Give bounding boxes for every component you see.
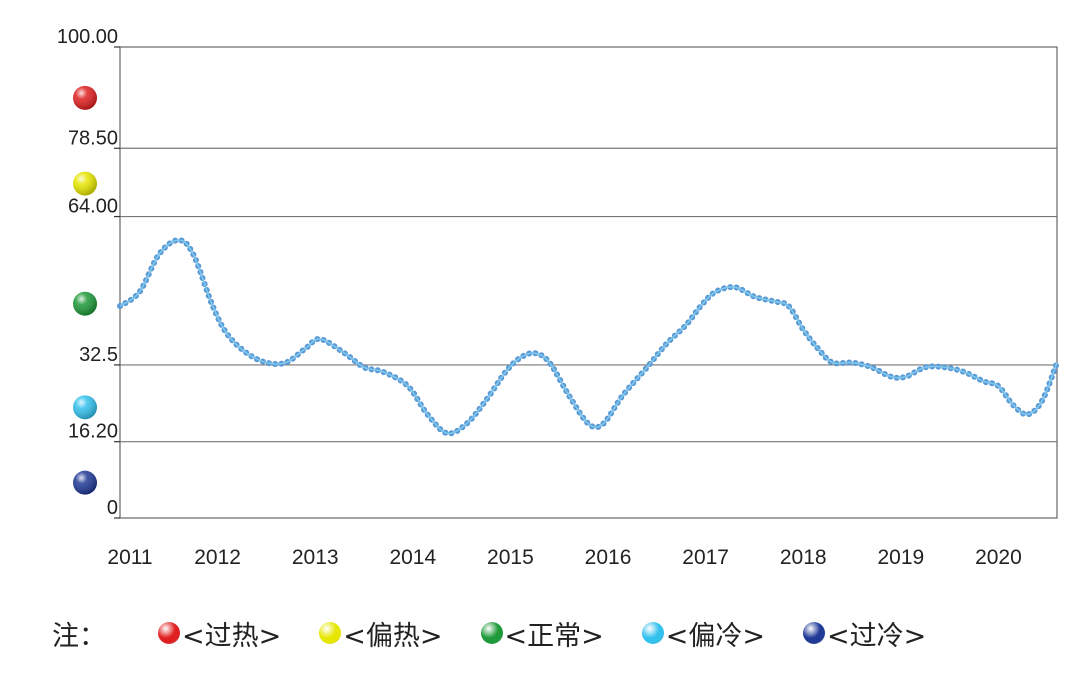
x-tick-label: 2014 [389,546,436,569]
series-group [117,237,1060,437]
y-tick-label: 16.20 [68,421,118,443]
legend-label: <过热> [182,620,282,652]
y-tick-label: 0 [107,497,118,519]
legend-label: <正常> [504,620,604,652]
x-axis: 2011 2012 2013 2014 2015 2016 2017 2018 2019 2020 [107,546,1021,569]
x-tick-label: 2020 [975,546,1022,569]
level-marker-shine [73,291,97,316]
x-tick-label: 2016 [585,546,632,569]
level-marker-shine [73,470,97,495]
yellow-ball-icon [319,622,342,644]
level-marker-shine [73,85,97,110]
series-line-core [119,239,1058,435]
legend-label: <偏热> [343,620,443,652]
y-tick-label: 32.5 [79,344,118,366]
legend-item-overheat: <过热> [158,614,281,653]
legend-label: <过冷> [827,620,927,652]
x-tick-label: 2015 [487,546,534,569]
x-tick-label: 2019 [877,546,924,569]
legend: 注： <过热> <偏热> <正常> <偏冷> <过冷> [52,610,964,656]
x-tick-label: 2017 [682,546,729,569]
series-line [117,237,1060,437]
plot-frame [119,46,1058,519]
dark-blue-ball-icon [803,622,825,644]
x-tick-label: 2011 [107,546,152,569]
legend-label: <偏冷> [665,620,765,652]
y-tick-label: 100.00 [57,26,118,48]
y-tick-label: 64.00 [68,196,118,218]
green-ball-icon [480,622,503,644]
x-tick-label: 2013 [292,546,339,569]
legend-item-overcool: <过冷> [803,614,926,653]
y-axis: 0 16.20 32.5 64.00 78.50 100.00 [57,26,120,519]
level-markers [73,85,97,495]
legend-note: 注： [52,620,106,652]
level-marker-shine [73,395,97,420]
legend-item-cool: <偏冷> [641,614,765,653]
red-ball-icon [158,622,180,644]
y-tick-label: 78.50 [68,127,118,149]
grid-lines [120,147,1057,443]
x-tick-label: 2012 [194,546,241,569]
light-blue-ball-icon [641,622,664,644]
legend-item-warm: <偏热> [319,614,443,653]
legend-item-normal: <正常> [480,614,604,653]
x-tick-label: 2018 [780,546,827,569]
level-marker-shine [73,171,97,196]
